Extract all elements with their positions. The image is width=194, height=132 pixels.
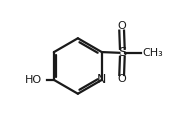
Text: N: N: [97, 73, 107, 86]
Text: S: S: [118, 46, 126, 59]
Text: CH₃: CH₃: [142, 48, 163, 58]
Text: O: O: [117, 74, 126, 84]
Text: HO: HO: [25, 75, 42, 85]
Text: O: O: [117, 21, 126, 31]
